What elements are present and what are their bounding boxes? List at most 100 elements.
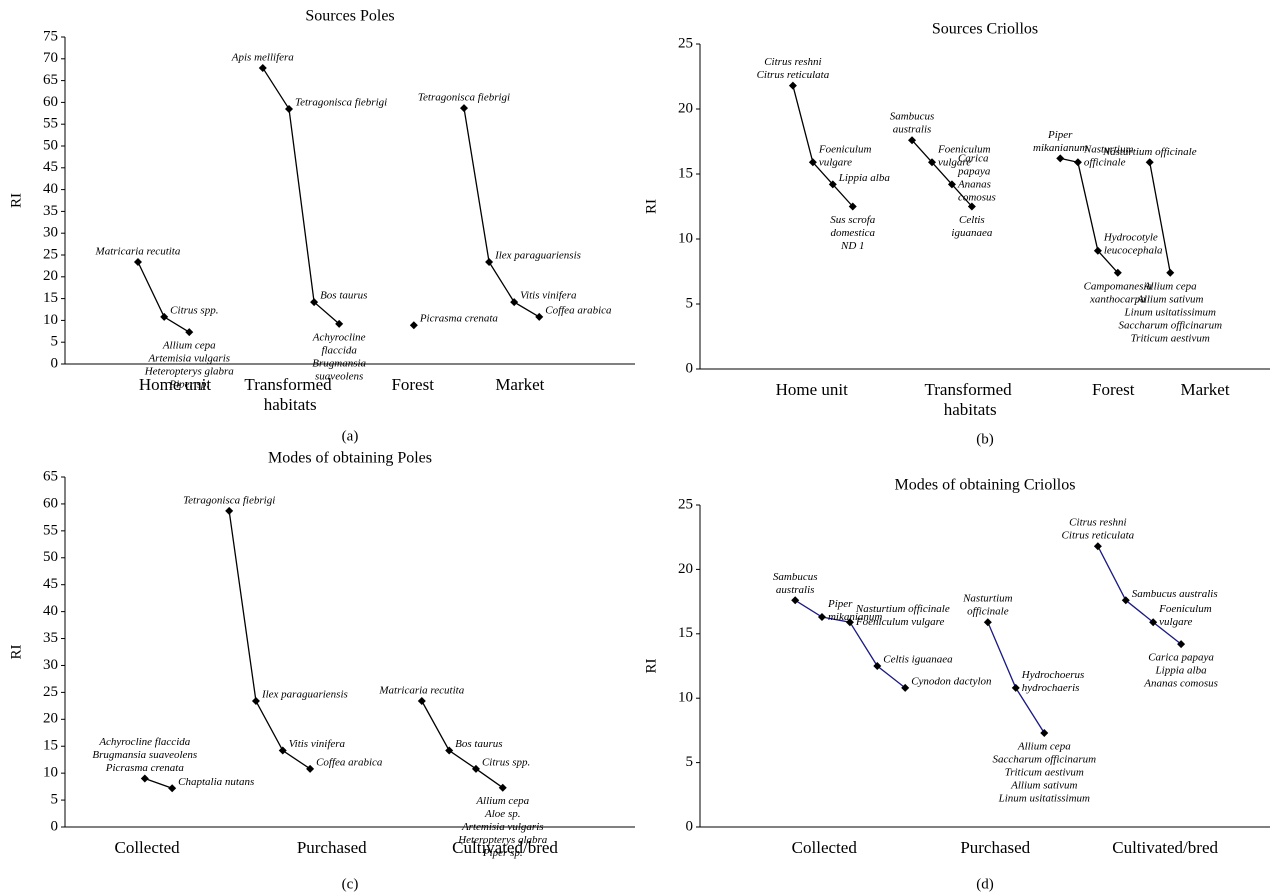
data-point (160, 312, 169, 321)
data-point (409, 321, 418, 330)
point-label: Allium cepa (162, 340, 216, 352)
data-point (788, 81, 797, 90)
x-tick-label: Cultivated/bred (1112, 838, 1218, 857)
point-label: Coffea arabica (316, 756, 383, 768)
data-point (808, 158, 817, 167)
y-tick-label: 75 (43, 28, 58, 44)
y-axis-label: RI (643, 658, 659, 673)
data-point (873, 662, 882, 670)
point-label: Ananas comosus (1143, 678, 1218, 690)
point-label: Lippia alba (838, 172, 891, 184)
point-label: Ilex paraguariensis (494, 250, 581, 262)
chart-title: Modes of obtaining Criollos (895, 477, 1076, 494)
y-tick-label: 20 (678, 100, 693, 116)
y-tick-label: 5 (686, 295, 694, 311)
data-point (828, 180, 837, 189)
data-point (1056, 154, 1065, 163)
point-label: papaya (957, 165, 991, 177)
point-label: xanthocarpa (1089, 293, 1146, 305)
point-label: Citrus reshni (764, 56, 821, 68)
x-tick-label: Home unit (139, 375, 212, 394)
point-label: Bos taurus (455, 738, 502, 750)
point-label: officinale (967, 606, 1009, 618)
data-point (1121, 596, 1130, 605)
y-axis-label: RI (8, 193, 24, 208)
x-tick-label: Collected (115, 838, 181, 857)
point-label: Bos taurus (320, 290, 367, 302)
point-label: Sambucus (890, 111, 935, 123)
y-tick-label: 70 (43, 50, 58, 66)
data-point (251, 697, 260, 705)
point-label: australis (893, 124, 932, 136)
data-point (417, 697, 426, 705)
point-label: Citrus spp. (482, 756, 530, 768)
data-point (185, 328, 194, 337)
point-label: Saccharum officinarum (992, 754, 1096, 766)
series-line (421, 700, 504, 789)
point-label: Vitis vinifera (520, 290, 577, 302)
y-tick-label: 0 (686, 360, 694, 376)
data-point (845, 618, 854, 627)
point-label: Sambucus australis (1132, 588, 1218, 600)
data-point (310, 298, 319, 307)
point-label: Allium cepa (475, 795, 529, 807)
point-label: Allium cepa (1017, 741, 1071, 753)
data-point (1093, 246, 1102, 255)
x-tick-label: Forest (1092, 380, 1135, 399)
y-tick-label: 40 (43, 181, 58, 197)
point-label: Coffea arabica (545, 304, 612, 316)
point-label: Linum usitatissimum (1124, 306, 1216, 318)
point-label: Piper sp. (482, 847, 523, 859)
data-point (817, 613, 826, 622)
point-label: iguanaea (951, 227, 992, 239)
y-tick-label: 10 (43, 312, 58, 328)
y-tick-label: 35 (43, 630, 58, 646)
point-label: Citrus reticulata (757, 69, 830, 81)
series-line (228, 510, 311, 770)
x-tick-label: Market (495, 375, 544, 394)
y-tick-label: 20 (678, 561, 693, 577)
y-tick-label: 15 (678, 165, 693, 181)
data-point (848, 202, 857, 211)
data-point (133, 257, 142, 266)
y-tick-label: 10 (43, 765, 58, 781)
point-label: leucocephala (1104, 245, 1163, 257)
data-point (225, 506, 234, 515)
point-label: Achyrocline (312, 331, 366, 343)
y-tick-label: 30 (43, 225, 58, 241)
point-label: comosus (958, 191, 996, 203)
point-label: Foeniculum (937, 143, 991, 155)
point-label: Tetragonisca fiebrigi (183, 494, 275, 506)
point-label: Allium sativum (1010, 780, 1077, 792)
caption: (a) (342, 428, 359, 444)
y-tick-label: 30 (43, 657, 58, 673)
point-label: Tetragonisca fiebrigi (418, 92, 510, 104)
point-label: Linum usitatissimum (998, 793, 1090, 805)
data-point (498, 783, 507, 792)
point-label: Nasturtium (962, 593, 1013, 605)
point-label: Hydrocotyle (1103, 232, 1158, 244)
point-label: Artemisia vulgaris (461, 821, 544, 833)
series-line (463, 107, 540, 318)
point-label: Foeniculum vulgare (855, 616, 945, 628)
point-label: Artemisia vulgaris (147, 353, 230, 365)
point-label: Piper sp. (168, 379, 209, 391)
point-label: Aloe sp. (484, 808, 520, 820)
x-tick-label: Purchased (960, 838, 1030, 857)
y-tick-label: 15 (678, 625, 693, 641)
chart-title: Modes of obtaining Poles (268, 450, 432, 467)
y-tick-label: 60 (43, 495, 58, 511)
point-label: Carica (958, 152, 989, 164)
point-label: Vitis vinifera (289, 738, 346, 750)
x-tick-label: Transformed habitats (924, 380, 1015, 419)
point-label: Ananas (957, 178, 991, 190)
point-label: Achyrocline flaccida (98, 736, 190, 748)
data-point (445, 746, 454, 755)
series-line (792, 85, 854, 207)
point-label: Celtis iguanaea (883, 654, 953, 666)
point-label: Triticum aestivum (1131, 332, 1210, 344)
data-point (258, 63, 267, 72)
point-label: hydrochaeris (1022, 682, 1080, 694)
point-label: Allium cepa (1143, 280, 1197, 292)
